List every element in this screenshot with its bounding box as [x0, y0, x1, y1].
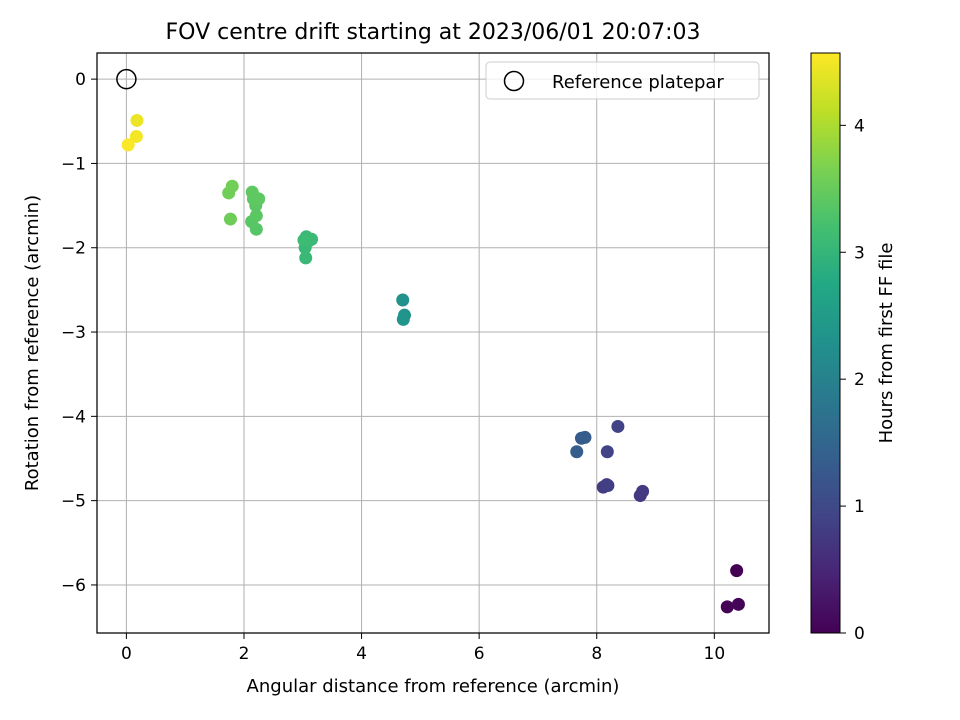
data-point — [299, 251, 313, 265]
reference-platepar-marker — [116, 68, 137, 90]
data-point — [730, 564, 744, 578]
data-point — [578, 430, 592, 444]
data-points — [116, 68, 745, 614]
data-point — [600, 445, 614, 459]
legend-box — [485, 61, 760, 100]
data-point — [249, 209, 263, 223]
data-point — [225, 179, 239, 193]
y-tick-label: 0 — [75, 70, 86, 90]
plot-frame — [96, 52, 770, 634]
x-tick-label: 4 — [356, 644, 367, 664]
data-point — [223, 212, 237, 226]
legend: Reference platepar — [485, 61, 760, 100]
data-point — [611, 419, 625, 433]
y-axis-ticks: 0 −1 −2 −3 −4 −5 −6 — [61, 70, 97, 596]
x-tick-label: 0 — [121, 644, 132, 664]
data-point — [720, 600, 734, 614]
y-axis-label: Rotation from reference (arcmin) — [22, 195, 43, 491]
colorbar: 0 1 2 3 4 Hours from first FF file — [810, 52, 897, 644]
data-point — [570, 445, 584, 459]
x-tick-label: 2 — [239, 644, 250, 664]
x-tick-label: 8 — [591, 644, 602, 664]
data-point — [129, 129, 143, 143]
y-tick-label: −4 — [61, 407, 86, 427]
colorbar-gradient — [810, 52, 841, 634]
data-point — [245, 185, 259, 199]
data-point — [297, 233, 311, 247]
y-tick-label: −6 — [61, 576, 86, 596]
data-point — [600, 478, 614, 492]
y-tick-label: −3 — [61, 323, 86, 343]
x-axis-label: Angular distance from reference (arcmin) — [247, 676, 620, 697]
data-point — [731, 597, 745, 611]
colorbar-tick-label: 1 — [854, 497, 865, 517]
data-point — [636, 484, 650, 498]
x-axis-ticks: 0 2 4 6 8 10 — [121, 633, 725, 664]
colorbar-label: Hours from first FF file — [876, 243, 897, 444]
colorbar-tick-label: 2 — [854, 370, 865, 390]
y-tick-label: −2 — [61, 239, 86, 259]
legend-reference-marker — [503, 70, 525, 92]
chart-title: FOV centre drift starting at 2023/06/01 … — [166, 20, 701, 45]
y-tick-label: −1 — [61, 154, 86, 174]
colorbar-tick-label: 4 — [854, 116, 865, 136]
x-tick-label: 6 — [474, 644, 485, 664]
data-point — [396, 293, 410, 307]
colorbar-tick-label: 3 — [854, 243, 865, 263]
colorbar-tick-label: 0 — [854, 624, 865, 644]
colorbar-ticks: 0 1 2 3 4 — [840, 116, 865, 644]
data-point — [130, 113, 144, 127]
y-tick-label: −5 — [61, 492, 86, 512]
data-point — [396, 312, 410, 326]
x-tick-label: 10 — [704, 644, 726, 664]
legend-entry-reference: Reference platepar — [552, 72, 724, 93]
grid-lines — [97, 53, 769, 633]
data-point — [121, 138, 135, 152]
